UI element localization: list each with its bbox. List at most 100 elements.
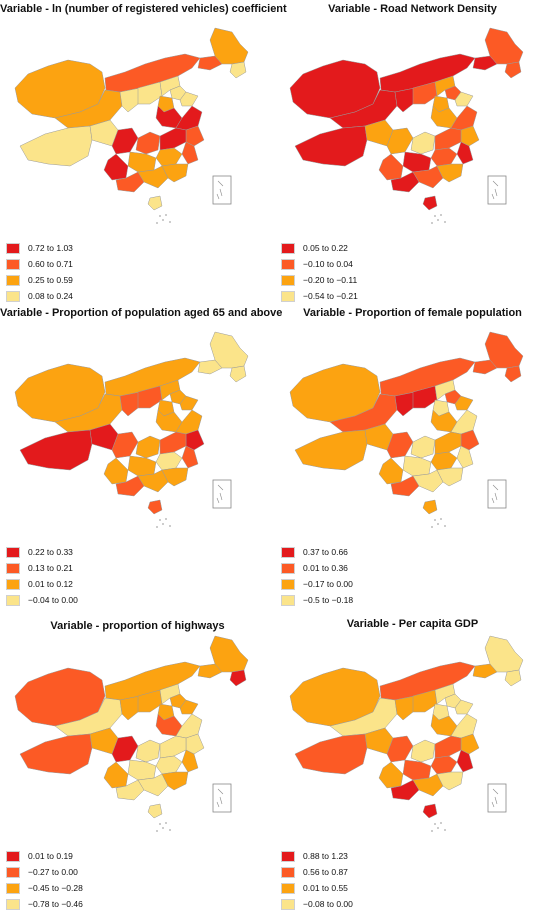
province-region (412, 81, 438, 105)
province-region (229, 61, 247, 79)
legend-swatch (6, 898, 20, 910)
province-region (402, 455, 432, 477)
legend-swatch (281, 898, 295, 910)
legend-label: 0.72 to 1.03 (28, 243, 73, 253)
legend-swatch (281, 882, 295, 894)
province-region (159, 127, 187, 151)
legend-item: 0.13 to 0.21 (6, 560, 78, 576)
legend-item: −0.20 to −0.11 (281, 272, 358, 288)
legend-swatch (6, 594, 20, 606)
legend: 0.22 to 0.33 0.13 to 0.21 0.01 to 0.12 −… (6, 544, 78, 608)
legend-item: 0.01 to 0.19 (6, 848, 83, 864)
province-region (289, 59, 381, 119)
province-region (155, 147, 183, 167)
province-region (137, 81, 163, 105)
legend-item: 0.01 to 0.12 (6, 576, 78, 592)
province-region (422, 499, 438, 515)
legend-label: 0.56 to 0.87 (303, 867, 348, 877)
province-region (103, 153, 129, 181)
province-region (127, 455, 157, 477)
china-map (289, 635, 524, 832)
province-region (472, 359, 498, 375)
province-region (127, 759, 157, 781)
province-region (504, 669, 522, 687)
map-title: Variable - ln (number of registered vehi… (0, 3, 287, 15)
legend-label: 0.01 to 0.55 (303, 883, 348, 893)
legend-swatch (281, 578, 295, 590)
legend-label: 0.01 to 0.12 (28, 579, 73, 589)
province-region (137, 385, 163, 409)
inset-box (487, 175, 507, 205)
province-region (179, 699, 199, 715)
legend-item: −0.5 to −0.18 (281, 592, 353, 608)
legend-swatch (6, 258, 20, 270)
province-region (460, 125, 480, 147)
province-region (410, 739, 436, 763)
province-region (181, 749, 199, 773)
panel-4: Variable - proportion of highways 0.01 t… (0, 608, 275, 912)
legend-item: −0.45 to −0.28 (6, 880, 83, 896)
province-region (161, 467, 189, 487)
legend: 0.88 to 1.23 0.56 to 0.87 0.01 to 0.55 −… (281, 848, 353, 912)
province-region (185, 125, 205, 147)
province-region (159, 431, 187, 455)
legend-swatch (6, 578, 20, 590)
province-region (147, 195, 163, 211)
province-region (456, 749, 474, 773)
inset-box (487, 479, 507, 509)
map-title: Variable - Road Network Density (328, 3, 497, 15)
province-region (454, 91, 474, 107)
legend-swatch (281, 850, 295, 862)
legend-label: 0.37 to 0.66 (303, 547, 348, 557)
province-region (14, 667, 106, 727)
province-region (394, 87, 416, 113)
south-sea-islands (431, 518, 446, 528)
legend-swatch (281, 866, 295, 878)
legend-item: 0.60 to 0.71 (6, 256, 73, 272)
province-region (147, 803, 163, 819)
province-region (402, 151, 432, 173)
province-region (456, 141, 474, 165)
legend-swatch (6, 242, 20, 254)
legend-item: 0.72 to 1.03 (6, 240, 73, 256)
legend-label: −0.5 to −0.18 (303, 595, 354, 605)
province-region (229, 365, 247, 383)
province-region (137, 689, 163, 713)
legend-swatch (6, 546, 20, 558)
province-region (436, 163, 464, 183)
province-region (229, 669, 247, 687)
legend-item: 0.25 to 0.59 (6, 272, 73, 288)
legend-item: 0.56 to 0.87 (281, 864, 353, 880)
map-title: Variable - Per capita GDP (346, 618, 479, 630)
province-region (155, 755, 183, 775)
province-region (430, 451, 458, 471)
legend-swatch (281, 594, 295, 606)
legend-label: 0.25 to 0.59 (28, 275, 73, 285)
legend: 0.37 to 0.66 0.01 to 0.36 −0.17 to 0.00 … (281, 544, 353, 608)
legend-label: 0.60 to 0.71 (28, 259, 73, 269)
legend-item: 0.22 to 0.33 (6, 544, 78, 560)
province-region (410, 131, 436, 155)
legend-swatch (281, 258, 295, 270)
province-region (394, 695, 416, 721)
panel-1: Variable - Road Network Density 0.05 to … (275, 0, 550, 304)
province-region (422, 803, 438, 819)
south-sea-islands (156, 822, 171, 832)
province-region (14, 59, 106, 119)
china-map (14, 331, 249, 528)
legend-item: −0.78 to −0.46 (6, 896, 83, 912)
legend-label: −0.04 to 0.00 (28, 595, 78, 605)
province-region (135, 131, 161, 155)
province-region (504, 61, 522, 79)
province-region (135, 435, 161, 459)
inset-box (212, 175, 232, 205)
province-region (394, 391, 416, 417)
legend-swatch (281, 242, 295, 254)
south-sea-islands (156, 214, 171, 224)
province-region (378, 761, 404, 789)
province-region (454, 699, 474, 715)
province-region (472, 663, 498, 679)
legend-item: 0.05 to 0.22 (281, 240, 358, 256)
province-region (119, 87, 141, 113)
legend-swatch (6, 866, 20, 878)
